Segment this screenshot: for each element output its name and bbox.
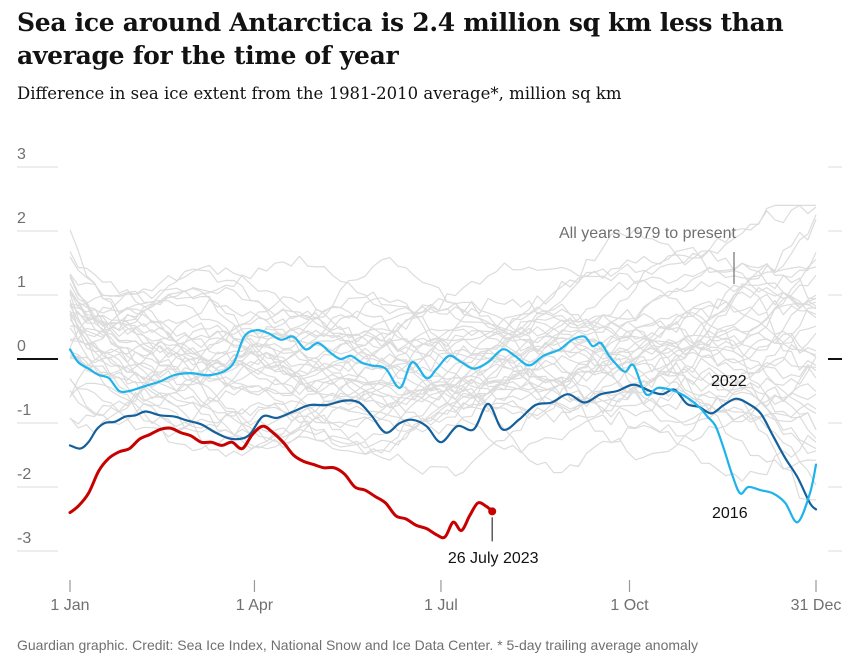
annotation-all-years: All years 1979 to present — [559, 225, 737, 242]
series-line-2023 — [68, 424, 494, 540]
y-tick-label: 2 — [17, 210, 26, 227]
latest-point-marker — [488, 507, 497, 516]
y-tick-label: -2 — [17, 466, 31, 483]
annotation-2022: 2022 — [711, 373, 747, 390]
all-years-line — [69, 335, 816, 501]
all-years-line — [69, 266, 817, 401]
chart-labels: 3 2 1 0 -1 -2 -3 1 Jan 1 Apr 1 Jul 1 Oct 31 Dec 26 J… — [17, 146, 841, 614]
all-years-line — [69, 255, 817, 376]
series-line-2022 — [68, 383, 818, 511]
all-years-line — [69, 229, 817, 376]
chart-title: Sea ice around Antarctica is 2.4 million… — [17, 8, 784, 70]
all-years-line — [69, 256, 817, 486]
all-years-line — [69, 298, 817, 438]
series-line-2016 — [68, 329, 818, 524]
x-tick-label: 1 Oct — [610, 597, 649, 614]
x-tick-label: 1 Jul — [424, 597, 458, 614]
x-tick-label: 1 Apr — [236, 597, 274, 614]
all-years-line — [69, 301, 817, 449]
y-tick-label: 1 — [17, 274, 26, 291]
all-years-line — [69, 291, 817, 423]
all-years-line — [69, 218, 817, 401]
all-years-line — [69, 204, 816, 401]
grid-layer — [17, 166, 842, 592]
all-years-line — [69, 204, 817, 395]
y-tick-label: -3 — [17, 530, 31, 547]
x-tick-label: 1 Jan — [50, 597, 89, 614]
all-years-line — [69, 304, 817, 454]
y-tick-label: 3 — [17, 146, 26, 163]
all-years-line — [69, 310, 817, 461]
all-years-line — [69, 251, 817, 383]
annotation-latest: 26 July 2023 — [448, 550, 539, 567]
all-years-line — [69, 295, 817, 421]
highlighted-series — [68, 329, 818, 540]
all-years-line — [69, 320, 817, 452]
all-years-line — [69, 268, 817, 383]
chart-subtitle: Difference in sea ice extent from the 19… — [17, 84, 622, 103]
all-years-line — [69, 281, 817, 396]
all-years-lines — [69, 204, 817, 501]
annotation-2016: 2016 — [712, 505, 748, 522]
all-years-line — [69, 299, 817, 450]
x-tick-label: 31 Dec — [791, 597, 842, 614]
source-note: Guardian graphic. Credit: Sea Ice Index,… — [17, 637, 698, 653]
y-tick-label: -1 — [17, 402, 31, 419]
all-years-line — [69, 274, 817, 455]
y-tick-label: 0 — [17, 338, 26, 355]
all-years-line — [69, 312, 817, 457]
all-years-line — [69, 279, 817, 406]
all-years-line — [69, 297, 817, 423]
